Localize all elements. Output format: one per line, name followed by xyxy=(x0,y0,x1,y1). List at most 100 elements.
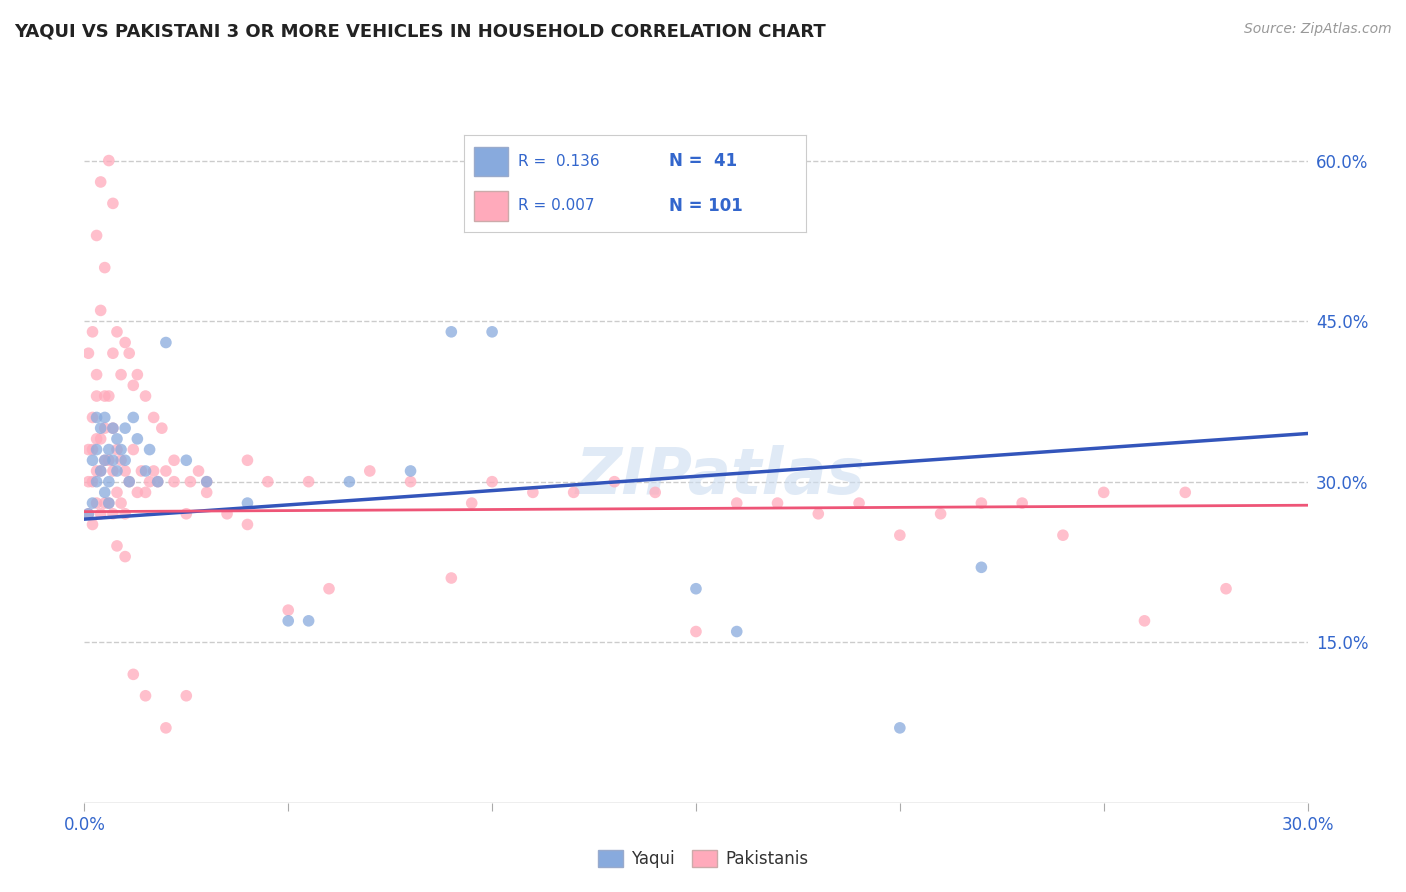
Point xyxy=(90,507,112,521)
Point xyxy=(461,496,484,510)
Point xyxy=(1011,496,1033,510)
Point xyxy=(86,442,108,457)
Point xyxy=(142,410,165,425)
Point xyxy=(725,624,748,639)
Point xyxy=(1133,614,1156,628)
Point xyxy=(127,432,149,446)
Point xyxy=(127,368,149,382)
Point xyxy=(522,485,544,500)
Point xyxy=(93,260,117,275)
Point xyxy=(217,507,239,521)
Point xyxy=(105,464,128,478)
Point xyxy=(131,464,153,478)
Point xyxy=(93,485,117,500)
Legend: Yaqui, Pakistanis: Yaqui, Pakistanis xyxy=(592,843,814,875)
Point xyxy=(127,485,149,500)
Point xyxy=(86,228,108,243)
Point xyxy=(97,453,120,467)
Point xyxy=(86,475,108,489)
Point xyxy=(318,582,340,596)
Point xyxy=(86,496,108,510)
Point xyxy=(236,496,259,510)
Point xyxy=(105,442,128,457)
Point xyxy=(114,335,136,350)
Point xyxy=(93,453,117,467)
Point xyxy=(101,421,124,435)
Point xyxy=(163,475,186,489)
Point xyxy=(236,517,259,532)
Point xyxy=(101,196,124,211)
Point xyxy=(101,346,124,360)
Point xyxy=(77,507,100,521)
Point xyxy=(82,410,104,425)
Point xyxy=(118,475,141,489)
Point xyxy=(82,442,104,457)
Point xyxy=(105,485,128,500)
Point xyxy=(685,582,707,596)
Point xyxy=(603,475,626,489)
Point xyxy=(114,507,136,521)
Point xyxy=(105,432,128,446)
Point xyxy=(86,410,108,425)
Point xyxy=(236,453,259,467)
Point xyxy=(562,485,585,500)
Text: ZIPatlas: ZIPatlas xyxy=(575,445,865,507)
Point xyxy=(179,475,201,489)
Point xyxy=(86,368,108,382)
Point xyxy=(93,421,117,435)
Point xyxy=(93,453,117,467)
Point xyxy=(135,485,157,500)
Point xyxy=(481,475,503,489)
Point xyxy=(807,507,830,521)
Point xyxy=(97,496,120,510)
Point xyxy=(142,464,165,478)
Point xyxy=(90,303,112,318)
Point xyxy=(277,614,299,628)
Point xyxy=(101,421,124,435)
Point xyxy=(82,453,104,467)
Point xyxy=(1052,528,1074,542)
Point xyxy=(257,475,280,489)
Point xyxy=(155,464,177,478)
Point xyxy=(77,346,100,360)
Point xyxy=(101,464,124,478)
Point xyxy=(298,614,321,628)
Point xyxy=(440,325,463,339)
Point xyxy=(122,667,145,681)
Point xyxy=(97,389,120,403)
Point xyxy=(77,442,100,457)
Point xyxy=(146,475,169,489)
Point xyxy=(135,689,157,703)
Point xyxy=(110,453,132,467)
Point xyxy=(298,475,321,489)
Point xyxy=(114,453,136,467)
Point xyxy=(685,624,707,639)
Point xyxy=(195,485,218,500)
Point xyxy=(970,560,993,574)
Point xyxy=(93,496,117,510)
Point xyxy=(90,464,112,478)
Text: YAQUI VS PAKISTANI 3 OR MORE VEHICLES IN HOUSEHOLD CORRELATION CHART: YAQUI VS PAKISTANI 3 OR MORE VEHICLES IN… xyxy=(14,22,825,40)
Point xyxy=(176,689,198,703)
Point xyxy=(176,453,198,467)
Point xyxy=(1215,582,1237,596)
Point xyxy=(481,325,503,339)
Point xyxy=(644,485,666,500)
Point xyxy=(77,507,100,521)
Point xyxy=(889,721,911,735)
Point xyxy=(97,442,120,457)
Point xyxy=(101,507,124,521)
Point xyxy=(82,496,104,510)
Point xyxy=(97,496,120,510)
Point xyxy=(970,496,993,510)
Point xyxy=(889,528,911,542)
Point xyxy=(90,421,112,435)
Point xyxy=(110,368,132,382)
Point xyxy=(187,464,209,478)
Point xyxy=(138,475,160,489)
Point xyxy=(86,464,108,478)
Point xyxy=(86,389,108,403)
Point xyxy=(1092,485,1115,500)
Point xyxy=(440,571,463,585)
Point xyxy=(122,442,145,457)
